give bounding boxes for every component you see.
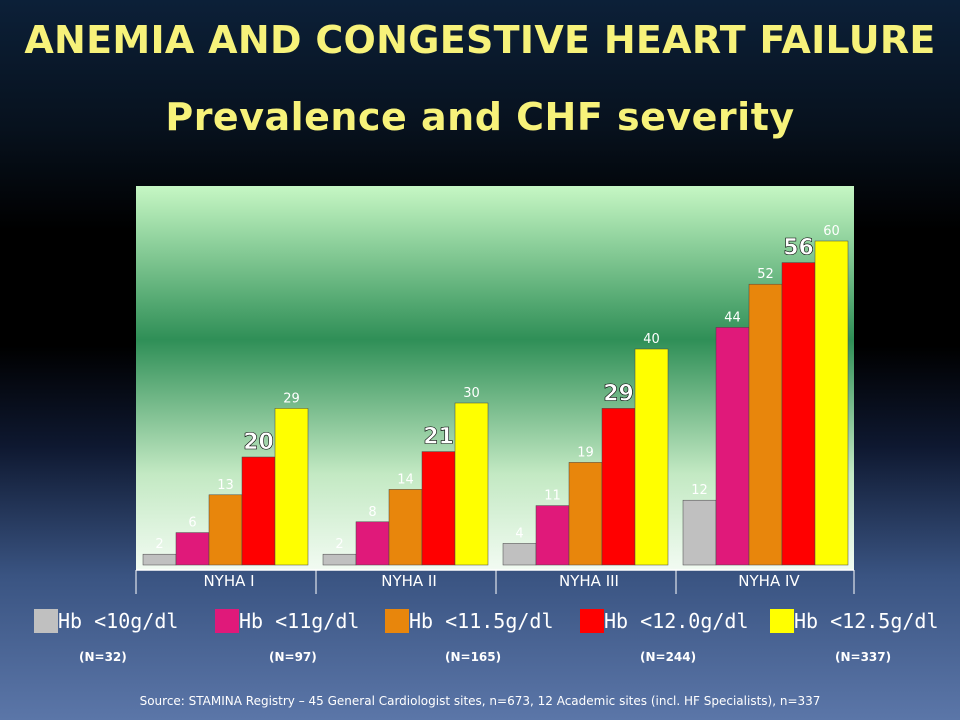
bar-nyha-iii-series-1 <box>502 543 537 566</box>
data-label-nyha-iii-series-4: 29 <box>603 381 634 406</box>
legend-label: Hb <11g/dl <box>239 609 360 633</box>
data-label-nyha-i-series-4: 20 <box>243 430 274 455</box>
data-label-nyha-iii-series-2: 11 <box>544 489 561 504</box>
legend-label: Hb <11.5g/dl <box>409 609 554 633</box>
legend-swatch <box>385 609 409 633</box>
legend-count: (N=165) <box>445 650 502 664</box>
data-label-nyha-iii-series-5: 40 <box>643 332 660 347</box>
data-label-nyha-iii-series-1: 4 <box>515 526 523 541</box>
data-label-nyha-iv-series-4: 56 <box>783 236 814 261</box>
bar-nyha-i-series-1 <box>142 553 177 566</box>
bar-nyha-iv-series-2 <box>715 327 750 566</box>
chart-title: ANEMIA AND CONGESTIVE HEART FAILURE <box>24 18 936 62</box>
data-label-nyha-iv-series-3: 52 <box>757 267 774 282</box>
bar-nyha-iv-series-3 <box>748 283 783 566</box>
bar-nyha-iii-series-3 <box>568 462 603 566</box>
legend-label: Hb <10g/dl <box>58 609 179 633</box>
data-label-nyha-ii-series-4: 21 <box>423 425 454 450</box>
legend-label: Hb <12.0g/dl <box>604 609 749 633</box>
bar-nyha-i-series-4 <box>241 456 276 566</box>
data-label-nyha-iii-series-3: 19 <box>577 445 594 460</box>
legend-swatch <box>34 609 58 633</box>
data-label-nyha-i-series-3: 13 <box>217 478 234 493</box>
data-label-nyha-ii-series-1: 2 <box>335 537 343 552</box>
bar-nyha-iii-series-4 <box>601 408 636 566</box>
data-label-nyha-iv-series-2: 44 <box>724 310 741 325</box>
bar-nyha-ii-series-1 <box>322 553 357 566</box>
bar-nyha-ii-series-2 <box>355 521 390 566</box>
data-label-nyha-i-series-2: 6 <box>188 516 196 531</box>
x-tick-label: NYHA III <box>559 572 619 590</box>
bar-nyha-iv-series-5 <box>814 240 849 566</box>
data-label-nyha-i-series-1: 2 <box>155 537 163 552</box>
legend-count: (N=337) <box>835 650 892 664</box>
data-label-nyha-iv-series-1: 12 <box>691 483 708 498</box>
bar-nyha-iii-series-5 <box>634 348 669 566</box>
bar-nyha-i-series-5 <box>274 408 309 566</box>
data-label-nyha-ii-series-3: 14 <box>397 472 414 487</box>
bar-nyha-ii-series-4 <box>421 451 456 566</box>
bar-nyha-i-series-2 <box>175 532 210 566</box>
bar-chart: 2 6 13 20 29 2 8 14 21 30 4 11 19 29 40 12 44 52 56 60 NYHA… <box>136 186 854 590</box>
data-label-nyha-ii-series-5: 30 <box>463 386 480 401</box>
legend-swatch <box>215 609 239 633</box>
x-tick-label: NYHA I <box>203 572 254 590</box>
bar-nyha-iv-series-1 <box>682 499 717 566</box>
legend-count: (N=244) <box>640 650 697 664</box>
legend-count: (N=97) <box>269 650 317 664</box>
legend-count: (N=32) <box>79 650 127 664</box>
x-tick-label: NYHA IV <box>738 572 800 590</box>
data-label-nyha-iv-series-5: 60 <box>823 224 840 239</box>
chart-subtitle: Prevalence and CHF severity <box>165 95 795 139</box>
x-tick-label: NYHA II <box>381 572 437 590</box>
legend-swatch <box>770 609 794 633</box>
bar-nyha-ii-series-3 <box>388 489 423 566</box>
data-label-nyha-i-series-5: 29 <box>283 391 300 406</box>
data-label-nyha-ii-series-2: 8 <box>368 505 376 520</box>
legend-label: Hb <12.5g/dl <box>794 609 939 633</box>
bar-nyha-iii-series-2 <box>535 505 570 566</box>
bar-nyha-i-series-3 <box>208 494 243 566</box>
bar-nyha-iv-series-4 <box>781 262 816 566</box>
source-note: Source: STAMINA Registry – 45 General Ca… <box>139 694 821 708</box>
legend-swatch <box>580 609 604 633</box>
bar-nyha-ii-series-5 <box>454 402 489 566</box>
